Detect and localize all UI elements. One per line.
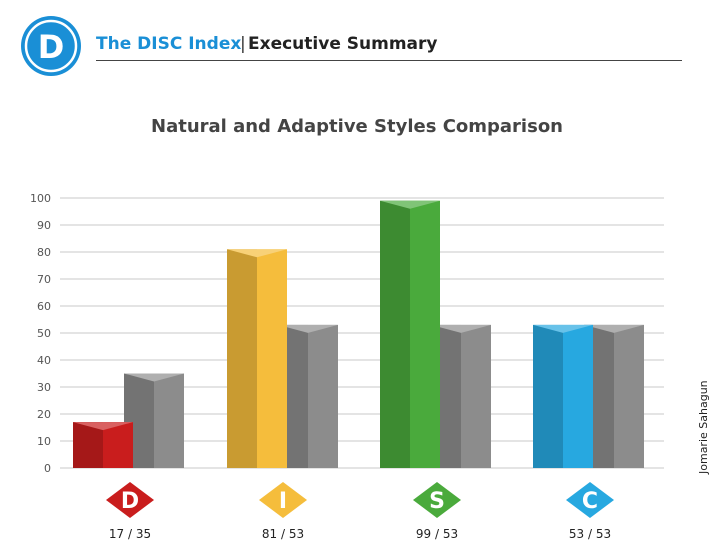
y-tick-label: 60 <box>37 300 51 313</box>
y-tick-label: 80 <box>37 246 51 259</box>
natural-d-bar-top <box>73 422 133 431</box>
brand-title: The DISC Index <box>96 34 242 54</box>
value-label: 81 / 53 <box>262 527 304 541</box>
y-tick-label: 10 <box>37 435 51 448</box>
y-tick-label: 0 <box>44 462 51 475</box>
y-tick-label: 90 <box>37 219 51 232</box>
natural-i-bar-top <box>227 249 287 258</box>
value-label: 17 / 35 <box>109 527 151 541</box>
natural-d-bar-left-face <box>73 422 103 468</box>
natural-s-bar-left-face <box>380 200 410 468</box>
disc-logo-icon: D <box>21 16 81 76</box>
category-label: C <box>582 489 598 514</box>
category-label: S <box>429 489 445 514</box>
report-subtitle: Executive Summary <box>248 34 438 54</box>
natural-s-bar <box>410 200 440 468</box>
category-diamond-i <box>259 482 307 518</box>
adaptive-d-bar <box>154 373 184 468</box>
y-tick-label: 70 <box>37 273 51 286</box>
category-diamond-c <box>566 482 614 518</box>
category-diamond-d <box>106 482 154 518</box>
natural-c-bar-top <box>533 324 593 333</box>
header-divider <box>96 60 682 61</box>
adaptive-d-bar-top <box>124 373 184 382</box>
adaptive-c-bar-top <box>584 324 644 333</box>
report-header: D The DISC Index | Executive Summary <box>0 0 714 80</box>
adaptive-s-bar <box>461 324 491 468</box>
y-tick-label: 100 <box>30 192 51 205</box>
y-tick-label: 40 <box>37 354 51 367</box>
category-diamond-s <box>413 482 461 518</box>
natural-i-bar <box>257 249 287 468</box>
natural-d-bar <box>103 422 133 468</box>
adaptive-i-bar <box>308 324 338 468</box>
adaptive-s-bar-top <box>431 324 491 333</box>
category-label: D <box>121 489 139 514</box>
adaptive-i-bar-top <box>278 324 338 333</box>
value-label: 99 / 53 <box>416 527 458 541</box>
y-tick-label: 30 <box>37 381 51 394</box>
logo-letter: D <box>38 28 65 66</box>
natural-c-bar <box>563 324 593 468</box>
adaptive-c-bar <box>614 324 644 468</box>
chart-title: Natural and Adaptive Styles Comparison <box>151 116 563 137</box>
title-separator: | <box>240 34 246 54</box>
y-tick-label: 50 <box>37 327 51 340</box>
natural-s-bar-top <box>380 200 440 209</box>
category-label: I <box>279 489 287 514</box>
y-tick-label: 20 <box>37 408 51 421</box>
author-credit: Jomarie Sahagun <box>697 380 710 474</box>
natural-c-bar-left-face <box>533 324 563 468</box>
value-label: 53 / 53 <box>569 527 611 541</box>
natural-i-bar-left-face <box>227 249 257 468</box>
